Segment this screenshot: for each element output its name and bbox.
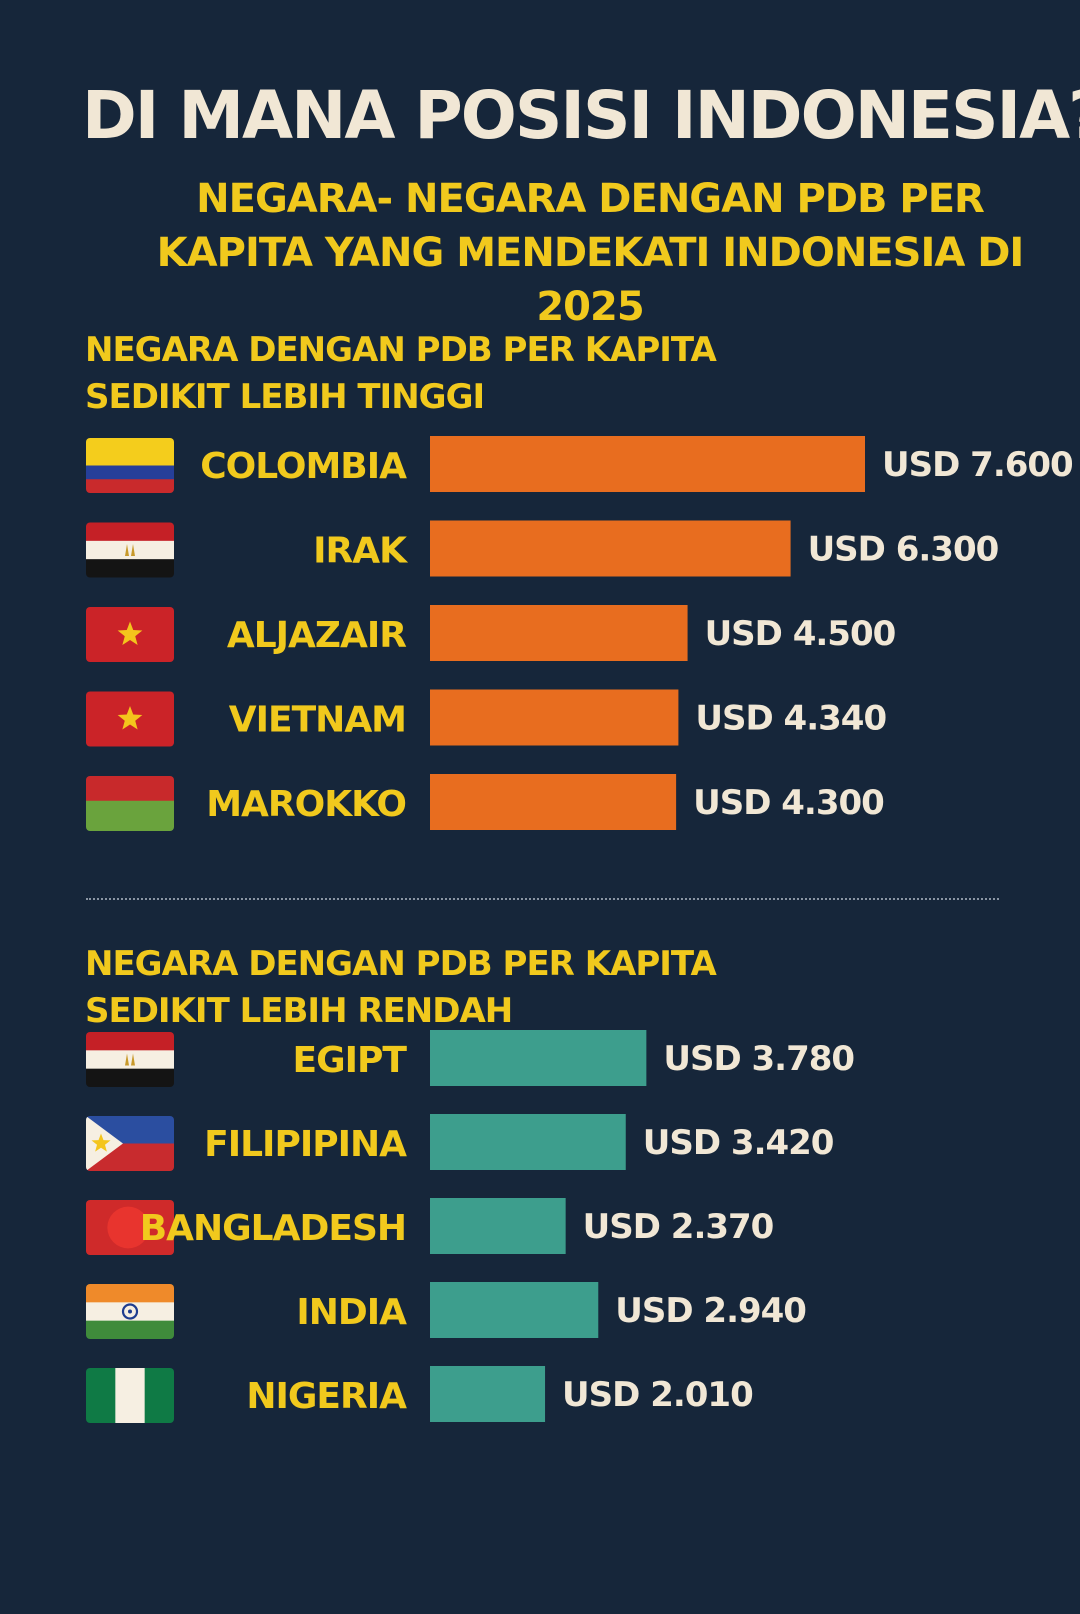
bar xyxy=(430,520,791,577)
bar xyxy=(430,1114,626,1170)
egypt-flag-icon xyxy=(86,522,174,578)
value-label: USD 3.420 xyxy=(643,1123,834,1163)
bangladesh-flag-icon xyxy=(86,1200,174,1255)
country-label: VIETNAM xyxy=(229,700,406,741)
value-label: USD 2.370 xyxy=(583,1207,774,1247)
value-label: USD 3.780 xyxy=(663,1039,854,1079)
country-label: NIGERIA xyxy=(246,1376,407,1417)
country-label: IRAK xyxy=(313,531,408,572)
section-heading-higher: NEGARA DENGAN PDB PER KAPITA SEDIKIT LEB… xyxy=(85,330,717,417)
bar-row-colombia: COLOMBIA USD 7.600 xyxy=(86,436,1074,493)
bar-row-nigeria: NIGERIA USD 2.010 xyxy=(86,1366,754,1423)
nigeria-flag-icon xyxy=(86,1368,174,1423)
bar xyxy=(430,1282,599,1338)
country-label: EGIPT xyxy=(293,1040,408,1081)
chart-group-lower: EGIPT USD 3.780 FILIPIPINA USD 3.420 BANGLAD… xyxy=(86,1030,855,1423)
value-label: USD 4.340 xyxy=(695,699,886,739)
bar xyxy=(430,1198,566,1254)
bar-row-india: INDIA USD 2.940 xyxy=(86,1282,807,1339)
india-flag-icon xyxy=(86,1284,174,1339)
bar xyxy=(430,1030,647,1086)
bar-row-irak: IRAK USD 6.300 xyxy=(86,520,1000,578)
value-label: USD 7.600 xyxy=(882,445,1073,485)
bar xyxy=(430,605,688,661)
philippines-flag-icon xyxy=(86,1116,174,1171)
country-label: ALJAZAIR xyxy=(227,615,406,656)
value-label: USD 6.300 xyxy=(808,530,999,570)
country-label: FILIPIPINA xyxy=(204,1124,407,1165)
country-label: INDIA xyxy=(296,1292,407,1333)
country-label: COLOMBIA xyxy=(200,446,407,487)
bar-row-aljazair: ALJAZAIR USD 4.500 xyxy=(86,605,897,662)
page-title: DI MANA POSISI INDONESIA? xyxy=(82,77,1080,154)
vietnam-flag-icon xyxy=(86,607,174,662)
morocco-flag-icon xyxy=(86,776,174,831)
value-label: USD 4.500 xyxy=(705,614,896,654)
bar xyxy=(430,1366,546,1422)
country-label: MAROKKO xyxy=(206,784,406,825)
egypt-flag-icon xyxy=(86,1032,174,1087)
bar xyxy=(430,689,679,746)
bar-row-filipipina: FILIPIPINA USD 3.420 xyxy=(86,1114,835,1171)
section-heading-lower: NEGARA DENGAN PDB PER KAPITA SEDIKIT LEB… xyxy=(85,944,717,1031)
bar-row-egipt: EGIPT USD 3.780 xyxy=(86,1030,855,1087)
bar-row-marokko: MAROKKO USD 4.300 xyxy=(86,774,885,831)
value-label: USD 2.010 xyxy=(562,1375,753,1415)
country-label: BANGLADESH xyxy=(140,1208,406,1249)
page-subtitle: NEGARA- NEGARA DENGAN PDB PER KAPITA YAN… xyxy=(156,176,1025,330)
value-label: USD 4.300 xyxy=(693,783,884,823)
chart-group-higher: COLOMBIA USD 7.600 IRAK USD 6.300 ALJAZAIR US… xyxy=(86,436,1074,831)
bar xyxy=(430,774,677,830)
colombia-flag-icon xyxy=(86,438,174,493)
bar xyxy=(430,436,865,492)
section-divider xyxy=(86,898,999,900)
bar-row-bangladesh: BANGLADESH USD 2.370 xyxy=(86,1198,775,1255)
vietnam-flag-icon xyxy=(86,691,174,747)
bar-row-vietnam: VIETNAM USD 4.340 xyxy=(86,689,887,747)
value-label: USD 2.940 xyxy=(615,1291,806,1331)
